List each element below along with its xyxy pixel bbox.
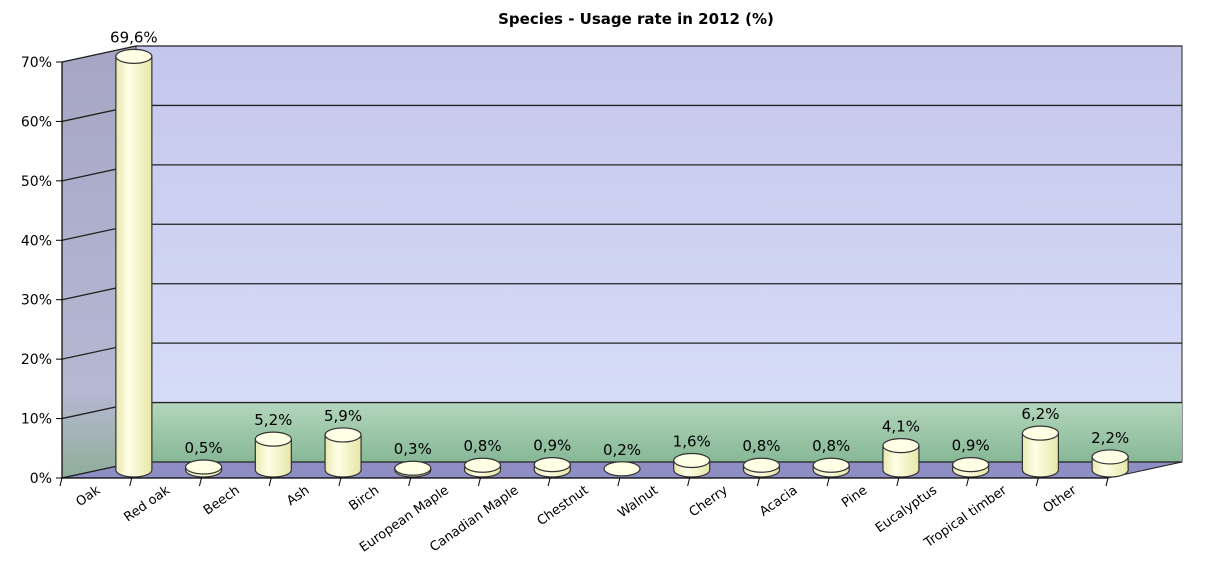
- bar-top: [533, 457, 571, 473]
- data-label: 1,6%: [673, 432, 711, 450]
- data-label: 0,9%: [533, 437, 571, 455]
- bar: [533, 457, 571, 478]
- bar: [1091, 449, 1129, 478]
- category-label: Other: [1041, 483, 1080, 517]
- data-label: 6,2%: [1021, 405, 1059, 423]
- bar-top: [463, 457, 502, 473]
- y-tick-label: 20%: [21, 352, 52, 368]
- y-tick-label: 70%: [21, 55, 52, 71]
- bar-top: [324, 427, 362, 443]
- category-label: Pine: [839, 483, 870, 511]
- side-gridline: [61, 45, 137, 63]
- y-tick-label: 10%: [21, 412, 52, 428]
- category-label: Walnut: [615, 483, 661, 521]
- x-tick: [59, 477, 63, 487]
- bar: [673, 452, 711, 478]
- x-tick: [547, 477, 551, 487]
- data-label: 5,2%: [254, 411, 292, 429]
- x-tick: [617, 477, 621, 487]
- category-label: Chestnut: [535, 483, 592, 529]
- x-tick: [129, 477, 133, 487]
- category-label: Beech: [201, 483, 243, 518]
- x-tick: [198, 477, 202, 487]
- bar-top: [1021, 425, 1060, 441]
- bar-top: [812, 457, 850, 473]
- data-label: 0,8%: [742, 437, 780, 455]
- data-label: 5,9%: [324, 407, 362, 425]
- x-tick: [408, 477, 412, 487]
- chart-title: Species - Usage rate in 2012 (%): [498, 10, 774, 28]
- x-tick: [966, 477, 970, 487]
- bar-top: [185, 459, 223, 475]
- bar-top: [742, 457, 781, 473]
- bar-top: [673, 452, 711, 469]
- bar: [394, 460, 432, 478]
- data-label: 0,9%: [952, 437, 990, 455]
- bar: [812, 457, 850, 478]
- bar-top: [1091, 449, 1129, 465]
- y-tick-label: 0%: [30, 471, 52, 487]
- bar: [254, 431, 292, 478]
- x-tick: [896, 477, 900, 487]
- y-tick-label: 50%: [21, 174, 52, 190]
- data-label: 2,2%: [1091, 429, 1129, 447]
- data-label: 0,2%: [603, 441, 641, 459]
- bar: [115, 48, 153, 478]
- x-tick: [687, 477, 691, 487]
- bar-body: [324, 434, 362, 478]
- bar: [1021, 425, 1060, 478]
- back-wall: [135, 45, 1183, 463]
- bar: [882, 438, 920, 478]
- data-label: 0,3%: [394, 440, 432, 458]
- category-label: Red oak: [121, 483, 173, 526]
- bar-top: [115, 48, 153, 64]
- bar: [742, 457, 781, 478]
- bar-top: [882, 438, 920, 454]
- bar-top: [603, 461, 641, 477]
- category-label: Eucalyptus: [873, 483, 940, 536]
- x-tick: [477, 477, 481, 487]
- data-label: 0,8%: [463, 437, 501, 455]
- x-tick: [1035, 477, 1039, 487]
- y-tick-label: 40%: [21, 233, 52, 249]
- category-label: Ash: [284, 483, 312, 509]
- category-label: Birch: [346, 483, 382, 514]
- bar-body: [115, 55, 153, 478]
- data-label: 0,8%: [812, 437, 850, 455]
- bar-top: [254, 431, 292, 447]
- x-tick: [338, 477, 342, 487]
- bar-body: [882, 445, 920, 478]
- category-label: Acacia: [757, 483, 800, 520]
- y-tick-label: 30%: [21, 293, 52, 309]
- x-tick: [756, 477, 760, 487]
- bar-top: [952, 457, 990, 473]
- y-tick-label: 60%: [21, 114, 52, 130]
- x-tick: [1105, 477, 1109, 487]
- x-tick: [268, 477, 272, 487]
- bar: [324, 427, 362, 478]
- back-wall-low-band: [136, 402, 1182, 462]
- data-label: 0,5%: [185, 439, 223, 457]
- category-label: Oak: [73, 483, 103, 510]
- bar: [463, 457, 502, 478]
- data-label: 4,1%: [882, 418, 920, 436]
- bar-top: [394, 460, 432, 476]
- bar-body: [254, 438, 292, 478]
- x-tick: [826, 477, 830, 487]
- bar: [185, 459, 223, 478]
- bar-body: [1021, 432, 1059, 478]
- bar: [952, 457, 990, 478]
- bar: [603, 461, 641, 477]
- category-label: Cherry: [687, 483, 731, 520]
- data-label: 69,6%: [110, 28, 158, 46]
